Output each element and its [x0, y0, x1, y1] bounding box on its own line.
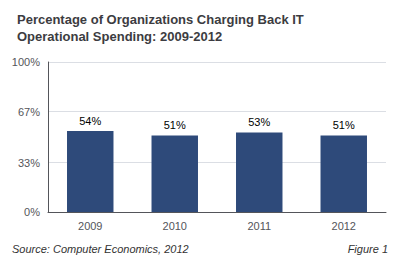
svg-text:2011: 2011: [247, 220, 271, 232]
svg-text:Source: Computer Economics, 20: Source: Computer Economics, 2012: [12, 243, 189, 255]
svg-text:Operational Spending: 2009-201: Operational Spending: 2009-2012: [17, 29, 222, 44]
svg-text:2012: 2012: [332, 220, 356, 232]
svg-text:2009: 2009: [78, 220, 102, 232]
svg-text:Percentage of Organizations Ch: Percentage of Organizations Charging Bac…: [17, 12, 304, 27]
svg-text:100%: 100%: [12, 56, 40, 68]
svg-text:67%: 67%: [18, 106, 40, 118]
svg-text:33%: 33%: [18, 157, 40, 169]
svg-text:0%: 0%: [24, 206, 40, 218]
svg-text:53%: 53%: [248, 116, 270, 128]
svg-text:51%: 51%: [164, 119, 186, 131]
svg-text:Figure 1: Figure 1: [348, 243, 388, 255]
svg-text:2010: 2010: [163, 220, 187, 232]
svg-text:54%: 54%: [79, 115, 101, 127]
svg-text:51%: 51%: [333, 119, 355, 131]
